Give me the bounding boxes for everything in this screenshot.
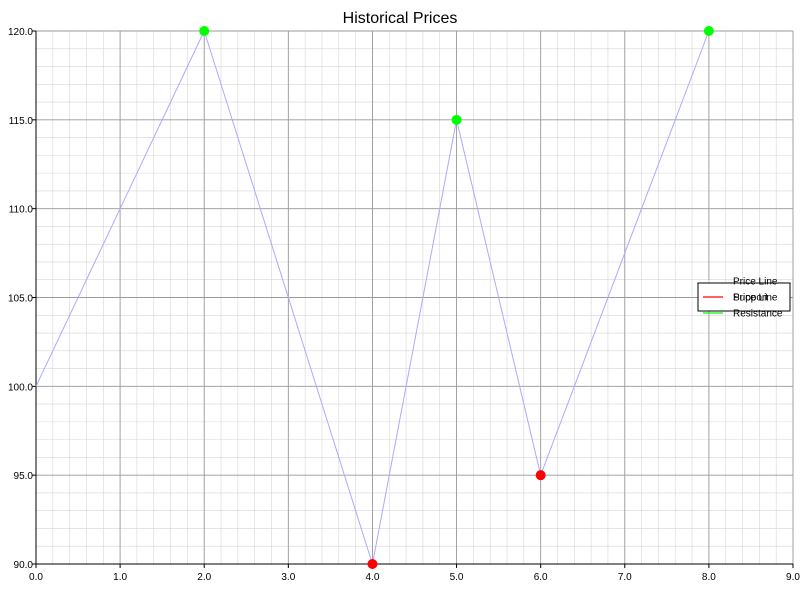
chart-title: Historical Prices <box>343 10 458 27</box>
y-tick-label: 105.0 <box>8 294 33 305</box>
y-tick-label: 95.0 <box>14 471 34 482</box>
y-tick-label: 90.0 <box>14 560 34 571</box>
x-tick-label: 9.0 <box>786 572 800 583</box>
x-tick-label: 2.0 <box>197 572 211 583</box>
y-axis-ticks: 90.0 95.0 100.0 105.0 110.0 115.0 120.0 <box>8 27 36 571</box>
x-axis-ticks: 0.0 1.0 2.0 3.0 4.0 5.0 6.0 7.0 8.0 9.0 <box>29 564 800 583</box>
x-tick-label: 7.0 <box>618 572 632 583</box>
series-layer <box>35 26 714 569</box>
price-line <box>35 29 710 565</box>
y-tick-label: 110.0 <box>9 205 34 216</box>
x-tick-label: 4.0 <box>365 572 379 583</box>
resistance-point <box>199 26 210 36</box>
legend-label: Support <box>733 293 768 304</box>
resistance-point <box>703 26 714 36</box>
x-tick-label: 1.0 <box>113 572 127 583</box>
x-tick-label: 6.0 <box>534 572 548 583</box>
y-tick-label: 100.0 <box>8 382 33 393</box>
legend-label: Price Line <box>733 277 778 288</box>
x-tick-label: 8.0 <box>702 572 716 583</box>
support-point <box>535 470 546 481</box>
support-point <box>367 559 378 569</box>
legend-label: Resistance <box>733 309 783 320</box>
y-tick-label: 115.0 <box>9 116 34 127</box>
x-tick-label: 0.0 <box>29 572 43 583</box>
legend-label-overlap: Price Line <box>733 293 778 304</box>
x-tick-label: 3.0 <box>281 572 295 583</box>
y-tick-label: 120.0 <box>8 27 33 38</box>
x-tick-label: 5.0 <box>450 572 464 583</box>
resistance-point <box>451 114 462 125</box>
